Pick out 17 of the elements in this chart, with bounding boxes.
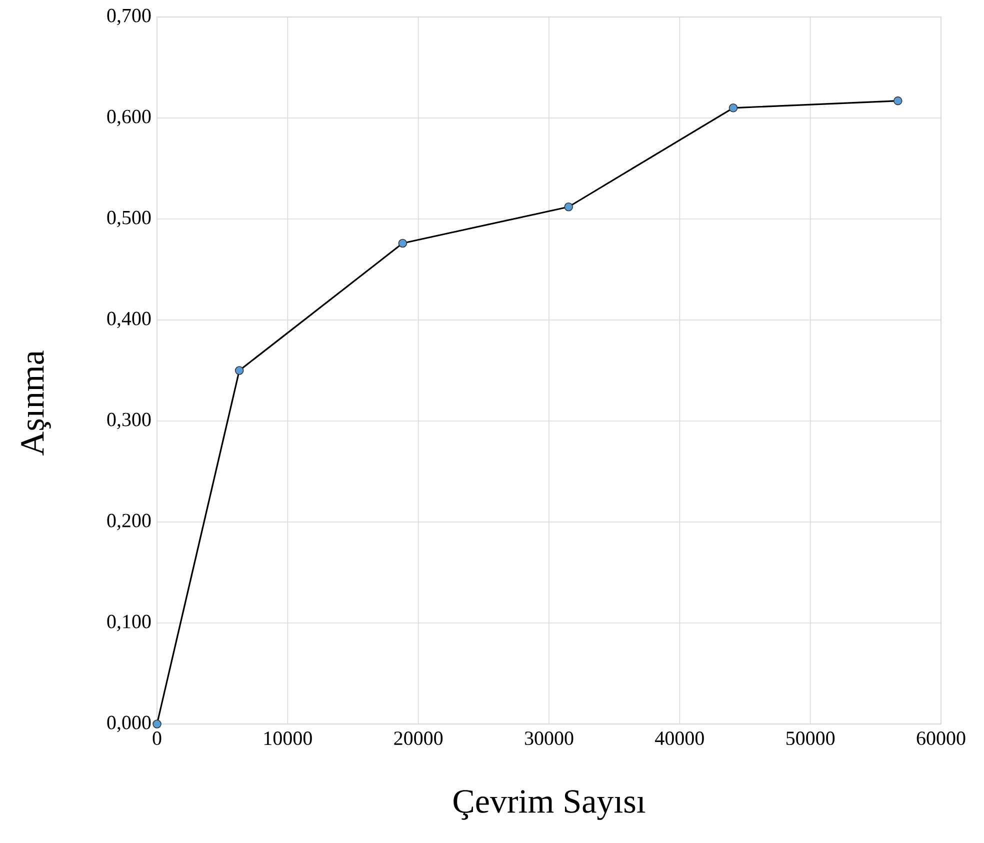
x-tick-label: 10000: [264, 732, 312, 746]
x-tick-label: 60000: [916, 732, 966, 746]
y-tick-label: 0,600: [107, 110, 151, 126]
y-tick-label: 0,500: [107, 210, 151, 228]
y-tick-label: 0,000: [107, 716, 151, 732]
x-tick-label: 40000: [655, 732, 704, 746]
x-tick-label: 50000: [786, 732, 835, 746]
x-axis-title: Çevrim Sayısı: [454, 790, 646, 820]
y-tick-label: 0,300: [107, 412, 151, 430]
x-tick-label: 30000: [524, 732, 574, 746]
y-tick-label: 0,100: [107, 614, 151, 632]
y-tick-label: 0,700: [107, 8, 151, 26]
x-tick-label: 20000: [394, 732, 443, 746]
y-axis-title: Aşınma: [21, 350, 51, 456]
y-tick-label: 0,400: [107, 312, 151, 328]
y-tick-label: 0,200: [107, 514, 151, 530]
x-tick-label: 0: [152, 732, 162, 746]
